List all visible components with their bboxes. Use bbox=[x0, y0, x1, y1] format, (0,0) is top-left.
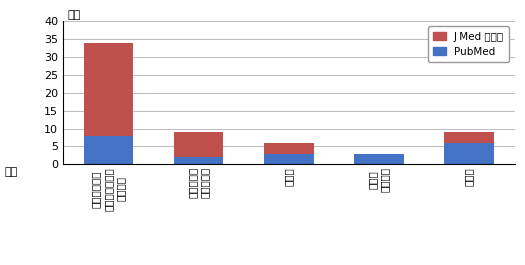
Bar bbox=[444, 132, 494, 143]
Text: 要因: 要因 bbox=[4, 167, 17, 177]
Bar bbox=[83, 136, 133, 164]
Bar bbox=[264, 143, 313, 153]
Bar bbox=[264, 153, 313, 164]
Bar bbox=[174, 132, 223, 157]
Bar bbox=[354, 153, 404, 164]
Text: 件数: 件数 bbox=[68, 10, 81, 20]
Bar bbox=[444, 143, 494, 164]
Bar bbox=[83, 43, 133, 136]
Bar bbox=[174, 157, 223, 164]
Legend: J Med 医中誌, PubMed: J Med 医中誌, PubMed bbox=[428, 26, 509, 62]
